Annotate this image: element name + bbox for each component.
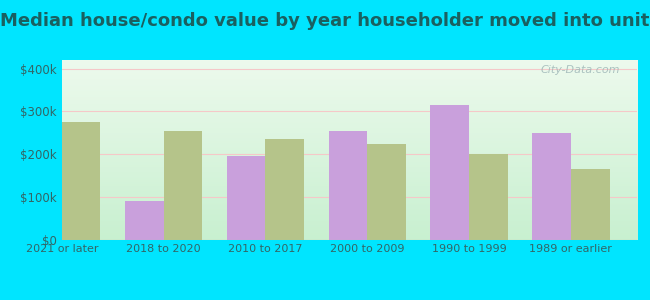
Bar <box>532 133 571 240</box>
Bar <box>125 201 164 240</box>
Bar <box>367 144 406 240</box>
Bar <box>62 122 101 240</box>
Text: City-Data.com: City-Data.com <box>540 65 619 75</box>
Bar <box>430 105 469 240</box>
Text: Median house/condo value by year householder moved into unit: Median house/condo value by year househo… <box>0 12 650 30</box>
Bar <box>265 139 304 240</box>
Bar <box>571 169 610 240</box>
Bar <box>469 154 508 240</box>
Bar <box>164 131 202 240</box>
Bar <box>328 131 367 240</box>
Bar <box>227 156 265 240</box>
